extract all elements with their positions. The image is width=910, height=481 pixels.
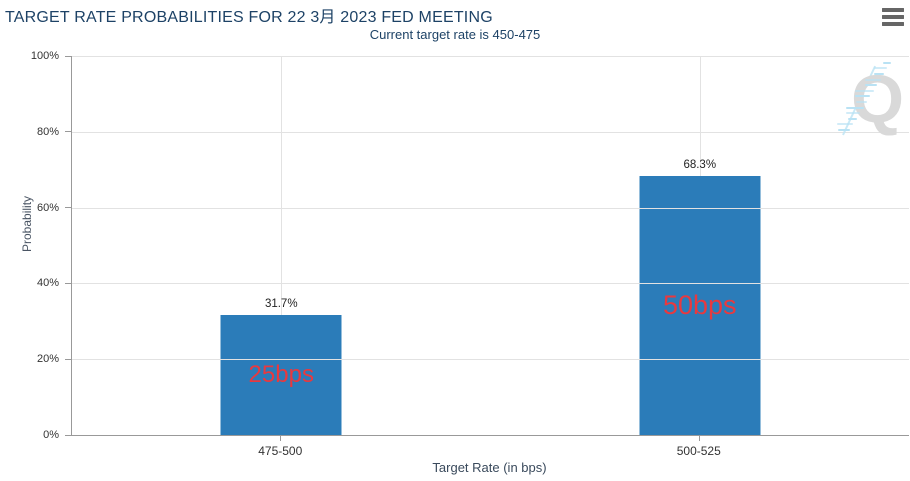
plot-area: 25bps 31.7% 50bps 68.3%: [71, 56, 909, 436]
bar-value-label: 68.3%: [683, 159, 717, 172]
y-tick-label: 100%: [30, 50, 59, 62]
x-tick-mark: [280, 436, 282, 441]
bar-annotation: 25bps: [248, 360, 314, 388]
x-tick-label: 500-525: [676, 444, 721, 458]
chart-subtitle: Current target rate is 450-475: [369, 27, 541, 42]
y-tick-mark-80%: [65, 131, 71, 133]
bar-value-label: 31.7%: [264, 297, 298, 310]
y-tick-mark-40%: [65, 282, 71, 284]
y-tick-label: 80%: [36, 125, 59, 138]
y-tick-mark-100%: [65, 55, 71, 57]
y-tick-label: 0%: [43, 429, 59, 441]
category-cells: 25bps 31.7% 50bps 68.3%: [72, 56, 909, 435]
x-cell-500-525: 500-525: [490, 436, 909, 460]
y-tick-mark-60%: [65, 207, 71, 209]
bar-annotation: 50bps: [662, 290, 737, 321]
category-gridline: [281, 56, 283, 435]
x-tick-label: 475-500: [258, 444, 303, 458]
bar-475-500[interactable]: 25bps: [220, 314, 342, 435]
x-tick-mark: [698, 436, 700, 441]
menu-button[interactable]: [880, 5, 906, 29]
x-axis: 475-500 500-525: [71, 436, 908, 460]
category-cell-475-500: 25bps 31.7%: [72, 56, 491, 435]
y-tick-label: 60%: [36, 201, 59, 214]
y-tick-mark-20%: [65, 358, 71, 360]
chart-title: TARGET RATE PROBABILITIES FOR 22 3月 2023…: [5, 9, 493, 26]
gridline-100%: [72, 56, 909, 57]
category-cell-500-525: 50bps 68.3%: [491, 56, 910, 435]
gridline-20%: [72, 359, 909, 361]
x-cell-475-500: 475-500: [71, 436, 490, 460]
y-tick-mark-0%: [65, 434, 71, 436]
y-tick-label: 40%: [36, 277, 59, 290]
gridline-80%: [72, 131, 909, 133]
gridline-60%: [72, 207, 909, 209]
hamburger-icon: [882, 8, 904, 26]
bar-500-525[interactable]: 50bps: [639, 176, 761, 435]
x-axis-title: Target Rate (in bps): [432, 460, 547, 475]
y-tick-label: 20%: [36, 353, 59, 366]
gridline-40%: [72, 283, 909, 285]
y-axis: 0% 20% 40% 60% 80% 100%: [0, 50, 71, 441]
